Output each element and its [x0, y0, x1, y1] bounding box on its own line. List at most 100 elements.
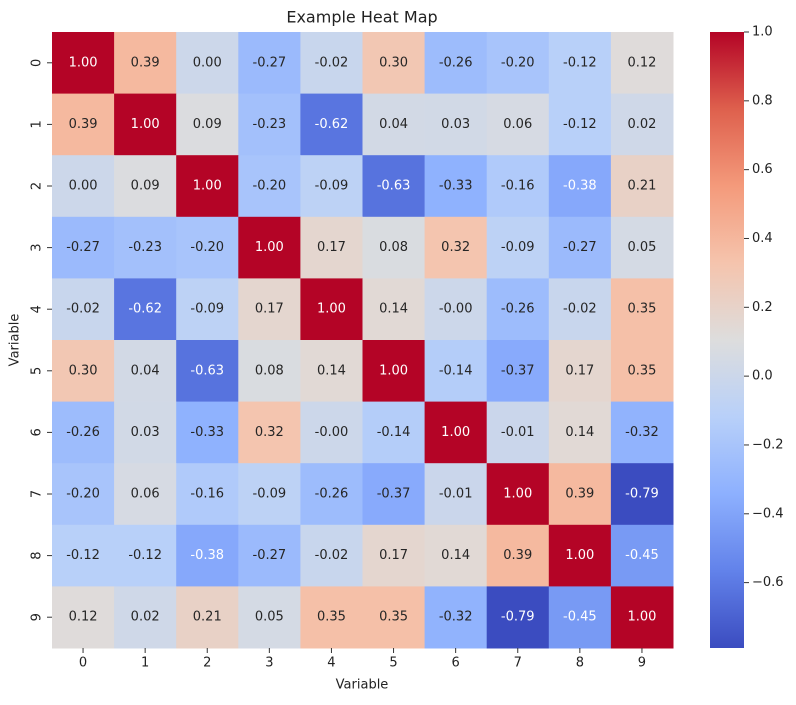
heatmap-cell — [114, 340, 177, 403]
cell-label: -0.37 — [377, 487, 411, 502]
heatmap-cell — [300, 155, 363, 218]
cell-label: 0.35 — [317, 610, 346, 625]
cell-label: -0.02 — [315, 548, 349, 563]
heatmap-cell — [300, 586, 363, 649]
cell-label: -0.09 — [315, 179, 349, 194]
heatmap-cell — [610, 463, 674, 526]
cell-label: 0.35 — [627, 363, 656, 378]
cell-label: -0.62 — [315, 117, 349, 132]
heatmap-cell — [238, 401, 301, 464]
heatmap-cell — [486, 340, 550, 403]
y-tick-label: 1 — [30, 120, 45, 128]
heatmap-cell — [424, 278, 488, 341]
heatmap-cell — [52, 524, 115, 587]
cell-label: -0.02 — [66, 302, 100, 317]
cell-label: -0.26 — [501, 302, 535, 317]
heatmap-cell — [114, 93, 177, 156]
y-tick-label: 3 — [30, 243, 45, 251]
cell-label: 0.06 — [503, 117, 532, 132]
cell-label: 0.06 — [131, 487, 160, 502]
heatmap-cell — [176, 93, 239, 156]
heatmap-cell — [362, 586, 426, 649]
y-tick-label: 0 — [30, 59, 45, 67]
heatmap-cell — [238, 93, 301, 156]
cell-label: 1.00 — [565, 548, 594, 563]
x-tick-label: 2 — [203, 656, 211, 671]
heatmap-cell — [176, 524, 239, 587]
cell-label: -0.02 — [315, 55, 349, 70]
heatmap-cell — [238, 32, 301, 95]
cell-label: -0.27 — [66, 240, 100, 255]
x-tick-label: 8 — [576, 656, 584, 671]
x-tick-label: 9 — [638, 656, 646, 671]
heatmap-cell — [238, 586, 301, 649]
colorbar-tick-label: 0.2 — [752, 300, 773, 315]
cell-label: -0.33 — [190, 425, 224, 440]
cell-label: -0.09 — [501, 240, 535, 255]
cell-label: 1.00 — [193, 179, 222, 194]
heatmap-cell — [52, 93, 115, 156]
heatmap-cell — [362, 401, 426, 464]
cell-label: 0.00 — [193, 55, 222, 70]
y-tick-label: 9 — [30, 613, 45, 621]
heatmap-cell — [486, 524, 550, 587]
x-tick-label: 3 — [265, 656, 273, 671]
heatmap-cell — [300, 216, 363, 279]
heatmap-cell — [362, 278, 426, 341]
cell-label: 0.14 — [565, 425, 594, 440]
cell-label: -0.37 — [501, 363, 535, 378]
heatmap-cell — [548, 32, 612, 95]
cell-label: 0.08 — [255, 363, 284, 378]
heatmap-cell — [52, 401, 115, 464]
heatmap-cell — [486, 401, 550, 464]
cell-label: 0.35 — [379, 610, 408, 625]
cell-label: -0.79 — [501, 610, 535, 625]
cell-label: 0.35 — [627, 302, 656, 317]
heatmap-cell — [176, 463, 239, 526]
cell-label: -0.38 — [563, 179, 597, 194]
cell-label: 0.14 — [441, 548, 470, 563]
cell-label: -0.79 — [625, 487, 659, 502]
heatmap-cell — [610, 340, 674, 403]
heatmap-cell — [114, 278, 177, 341]
cell-label: -0.14 — [439, 363, 473, 378]
heatmap-cell — [424, 586, 488, 649]
cell-label: 1.00 — [503, 487, 532, 502]
cell-label: -0.20 — [66, 487, 100, 502]
heatmap-cell — [238, 524, 301, 587]
y-axis-label: Variable — [8, 314, 23, 367]
heatmap-cell — [238, 155, 301, 218]
heatmap-cell — [238, 340, 301, 403]
heatmap-cell — [610, 93, 674, 156]
heatmap-cell — [52, 586, 115, 649]
cell-label: 0.30 — [69, 363, 98, 378]
cell-label: 0.32 — [441, 240, 470, 255]
cell-label: 0.12 — [69, 610, 98, 625]
y-tick-label: 7 — [30, 490, 45, 498]
heatmap-cell — [424, 340, 488, 403]
heatmap-cell — [362, 340, 426, 403]
cell-label: 0.39 — [565, 487, 594, 502]
heatmap-cell — [548, 401, 612, 464]
heatmap-cell — [486, 155, 550, 218]
heatmap-cell — [300, 401, 363, 464]
cell-label: 0.03 — [441, 117, 470, 132]
cell-label: 0.09 — [131, 179, 160, 194]
cell-label: 0.21 — [627, 179, 656, 194]
heatmap-cell — [424, 524, 488, 587]
y-tick-label: 8 — [30, 551, 45, 559]
heatmap-cell — [362, 216, 426, 279]
colorbar-tick-label: 0.0 — [752, 369, 773, 384]
cell-label: 0.12 — [627, 55, 656, 70]
heatmap-cell — [548, 278, 612, 341]
cell-label: -0.02 — [563, 302, 597, 317]
cell-label: 0.39 — [131, 55, 160, 70]
heatmap-cell — [176, 278, 239, 341]
cell-label: 0.17 — [565, 363, 594, 378]
x-tick-label: 4 — [327, 656, 335, 671]
x-tick-label: 1 — [141, 656, 149, 671]
cell-label: -0.26 — [439, 55, 473, 70]
cell-label: 0.14 — [379, 302, 408, 317]
cell-label: 0.14 — [317, 363, 346, 378]
colorbar-tick-label: 0.6 — [752, 162, 773, 177]
